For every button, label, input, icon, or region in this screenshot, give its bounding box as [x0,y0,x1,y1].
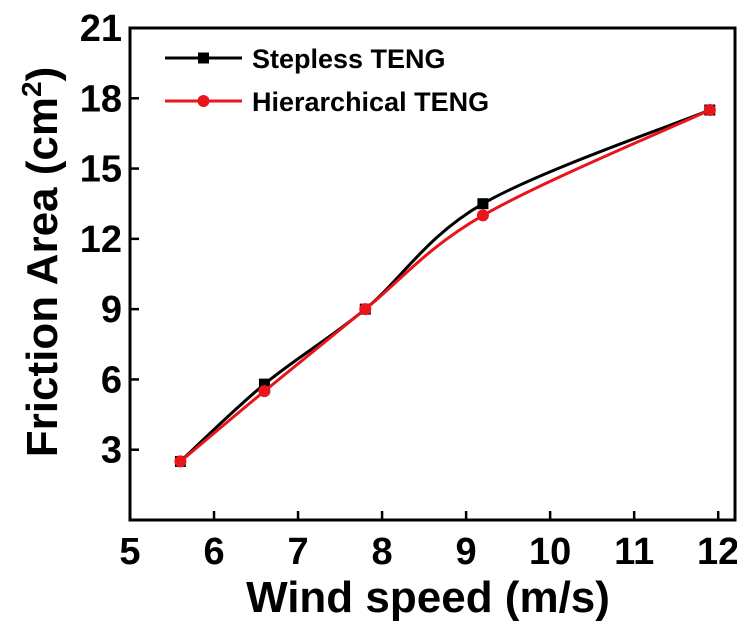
legend-item: Stepless TENG [165,44,446,74]
y-axis-title-sup: 2 [16,81,47,97]
data-point [359,303,372,316]
legend-item: Hierarchical TENG [165,87,489,117]
x-tick-label: 8 [372,531,393,573]
data-point [477,198,489,210]
data-point [258,385,271,398]
x-tick-label: 7 [287,531,308,573]
series-line [179,108,711,463]
y-tick-label: 6 [101,359,122,401]
x-tick-label: 5 [119,531,140,573]
y-tick-label: 18 [80,78,122,120]
data-point [476,209,489,222]
series-2 [174,104,716,468]
x-tick-label: 6 [203,531,224,573]
legend-marker [198,52,209,64]
x-axis-ticks: 5 6 7 8 9 10 11 12 [119,511,737,573]
legend-label: Hierarchical TENG [252,87,489,117]
legend-label: Stepless TENG [252,44,446,74]
plot-frame [128,26,737,522]
x-tick-label: 12 [697,531,737,573]
x-tick-label: 11 [614,531,654,573]
legend: Stepless TENG Hierarchical TENG [165,44,489,117]
series-line [179,108,711,463]
data-point [174,455,187,468]
data-point [703,104,716,116]
y-axis-ticks: 3 6 9 12 15 18 21 [80,8,139,472]
y-tick-label: 15 [80,149,122,191]
y-tick-label: 9 [101,289,122,331]
data-point [258,378,270,390]
y-axis-title-close: ) [18,67,67,82]
y-axis-title-main: Friction Area (cm [18,97,67,457]
y-tick-label: 12 [80,219,122,261]
y-axis-title: Friction Area (cm2) [16,67,67,457]
y-tick-label: 3 [101,430,122,472]
y-tick-label: 21 [80,8,122,50]
x-axis-title: Wind speed (m/s) [246,573,610,622]
x-tick-label: 10 [529,531,571,573]
legend-marker [197,95,210,107]
series-layer [174,104,716,468]
x-tick-label: 9 [456,531,477,573]
series-1 [174,104,716,467]
